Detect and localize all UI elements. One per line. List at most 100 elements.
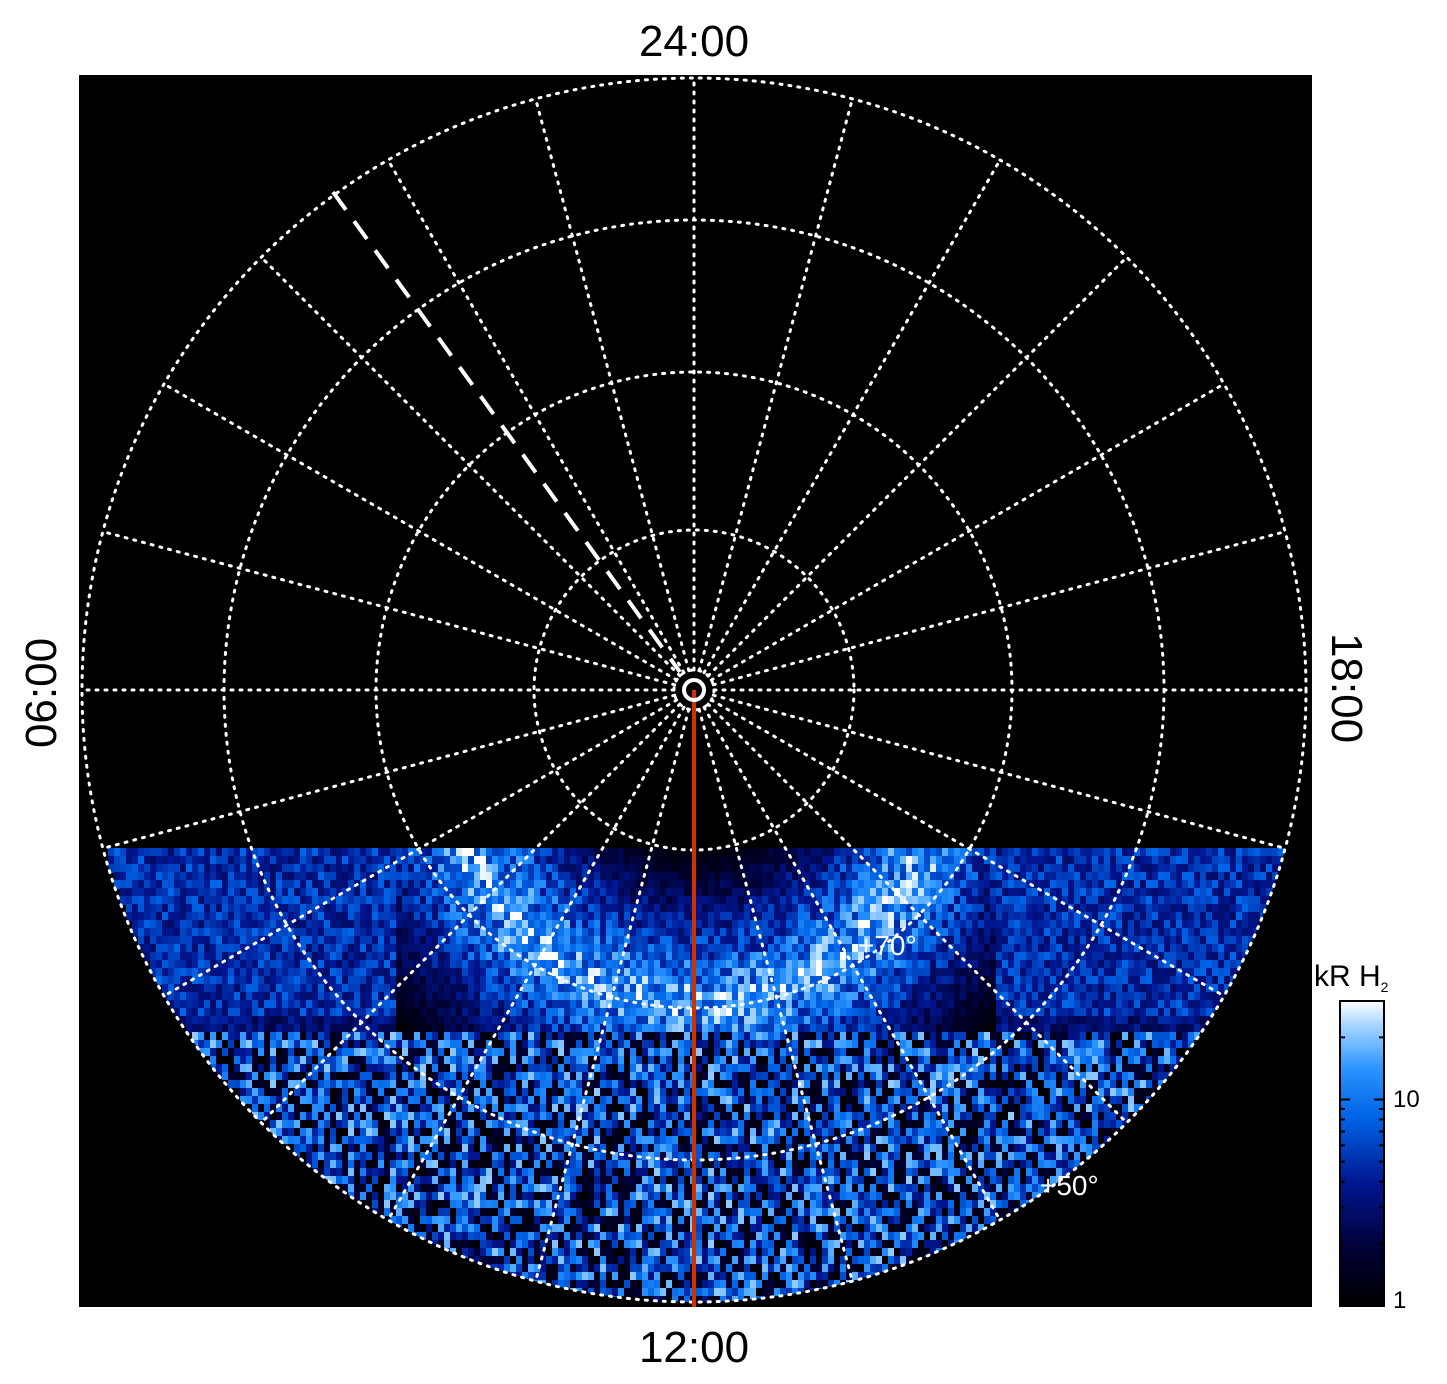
emission-cell: [552, 1032, 558, 1040]
emission-cell: [594, 1168, 600, 1176]
emission-cell: [510, 1208, 516, 1216]
emission-cell: [540, 1080, 546, 1088]
emission-cell: [222, 1048, 228, 1056]
emission-cell: [552, 1160, 558, 1168]
emission-cell: [702, 880, 708, 889]
emission-cell: [186, 928, 192, 937]
emission-cell: [396, 1080, 402, 1088]
emission-cell: [144, 888, 150, 897]
emission-cell: [318, 1040, 324, 1048]
emission-cell: [678, 992, 684, 1001]
emission-cell: [594, 1184, 600, 1192]
emission-cell: [750, 1240, 756, 1248]
emission-cell: [780, 872, 786, 881]
emission-cell: [702, 1040, 708, 1048]
emission-cell: [612, 1056, 618, 1064]
emission-cell: [384, 1160, 390, 1168]
emission-cell: [240, 1008, 246, 1017]
emission-cell: [462, 1120, 468, 1128]
emission-cell: [396, 944, 402, 953]
emission-cell: [156, 952, 162, 961]
emission-cell: [492, 1240, 498, 1248]
emission-cell: [228, 960, 234, 969]
emission-cell: [528, 1080, 534, 1088]
emission-cell: [696, 992, 702, 1001]
emission-cell: [522, 968, 528, 977]
emission-cell: [720, 896, 726, 905]
emission-cell: [318, 912, 324, 921]
emission-cell: [522, 1000, 528, 1009]
emission-cell: [660, 1104, 666, 1112]
emission-cell: [528, 1160, 534, 1168]
emission-cell: [666, 1160, 672, 1168]
emission-cell: [318, 984, 324, 993]
emission-cell: [702, 1168, 708, 1176]
emission-cell: [750, 1200, 756, 1208]
emission-cell: [726, 896, 732, 905]
emission-cell: [360, 1152, 366, 1160]
emission-cell: [540, 1048, 546, 1056]
emission-cell: [432, 968, 438, 977]
emission-cell: [684, 944, 690, 953]
emission-cell: [456, 1024, 462, 1033]
emission-cell: [768, 936, 774, 945]
emission-cell: [540, 1072, 546, 1080]
emission-cell: [342, 848, 348, 857]
emission-cell: [486, 872, 492, 881]
emission-cell: [384, 1128, 390, 1136]
emission-cell: [306, 1064, 312, 1072]
emission-cell: [732, 1112, 738, 1120]
emission-cell: [600, 1288, 606, 1296]
emission-cell: [618, 976, 624, 985]
emission-cell: [624, 976, 630, 985]
emission-cell: [744, 984, 750, 993]
emission-cell: [738, 1096, 744, 1104]
emission-cell: [330, 1024, 336, 1033]
emission-cell: [294, 1032, 300, 1040]
emission-cell: [258, 1088, 264, 1096]
emission-cell: [618, 1248, 624, 1256]
emission-cell: [246, 864, 252, 873]
emission-cell: [642, 1224, 648, 1232]
emission-cell: [390, 864, 396, 873]
emission-cell: [708, 1200, 714, 1208]
emission-cell: [426, 904, 432, 913]
emission-cell: [480, 1016, 486, 1025]
emission-cell: [624, 1120, 630, 1128]
emission-cell: [366, 1000, 372, 1009]
emission-cell: [774, 960, 780, 969]
emission-cell: [516, 1208, 522, 1216]
emission-cell: [378, 944, 384, 953]
emission-cell: [456, 1088, 462, 1096]
emission-cell: [570, 1032, 576, 1040]
emission-cell: [252, 936, 258, 945]
emission-cell: [402, 1160, 408, 1168]
emission-cell: [660, 1152, 666, 1160]
emission-cell: [516, 848, 522, 857]
emission-cell: [462, 944, 468, 953]
emission-cell: [726, 1168, 732, 1176]
emission-cell: [528, 1264, 534, 1272]
emission-cell: [672, 1224, 678, 1232]
emission-cell: [582, 1008, 588, 1017]
emission-cell: [162, 944, 168, 953]
emission-cell: [558, 1024, 564, 1033]
emission-cell: [624, 1136, 630, 1144]
emission-cell: [348, 1176, 354, 1184]
emission-cell: [240, 992, 246, 1001]
emission-cell: [438, 1152, 444, 1160]
emission-cell: [486, 1120, 492, 1128]
emission-cell: [420, 888, 426, 897]
emission-cell: [630, 976, 636, 985]
emission-cell: [282, 848, 288, 857]
emission-cell: [312, 1024, 318, 1033]
emission-cell: [696, 1032, 702, 1040]
emission-cell: [660, 1056, 666, 1064]
emission-cell: [492, 1176, 498, 1184]
emission-cell: [222, 888, 228, 897]
emission-cell: [606, 1088, 612, 1096]
emission-cell: [600, 848, 606, 857]
emission-cell: [582, 1208, 588, 1216]
emission-cell: [630, 1192, 636, 1200]
emission-cell: [642, 904, 648, 913]
